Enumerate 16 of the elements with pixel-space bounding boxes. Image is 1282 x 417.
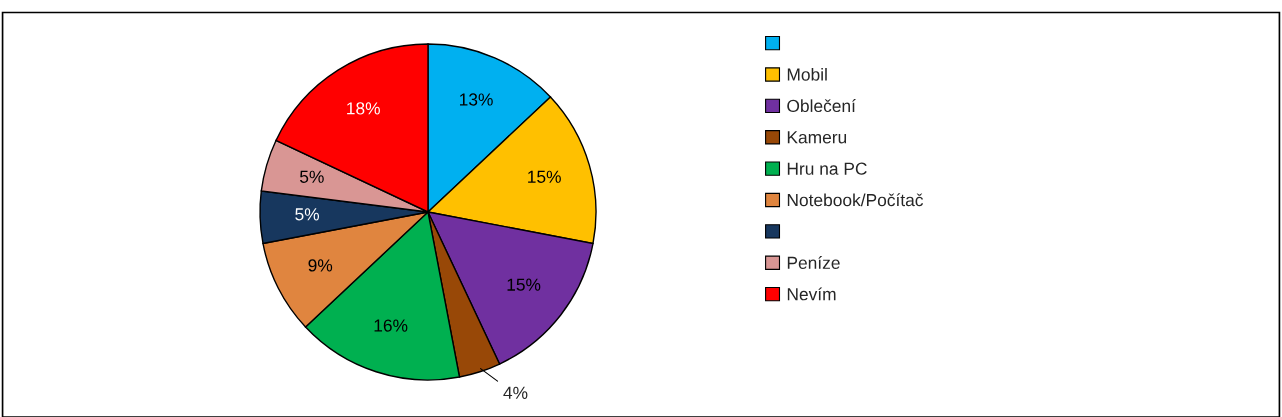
data-label: 4% — [503, 386, 528, 399]
data-label: 15% — [528, 170, 561, 183]
legend-label: Nevím — [787, 287, 836, 301]
data-label: 9% — [308, 259, 333, 272]
data-label: 18% — [347, 102, 380, 115]
legend-label: Hru na PC — [787, 162, 867, 175]
data-label: 5% — [299, 170, 324, 183]
data-label: 16% — [374, 319, 408, 332]
legend-label: Kameru — [787, 131, 847, 144]
data-label: 13% — [459, 93, 493, 106]
legend-label: Peníze — [787, 256, 840, 269]
data-label: 5% — [295, 208, 320, 221]
data-label: 15% — [507, 278, 541, 291]
legend-label: Mobil — [787, 67, 827, 81]
legend-label: Oblečení — [787, 99, 856, 113]
legend-label: Notebook/Počítač — [787, 193, 924, 207]
